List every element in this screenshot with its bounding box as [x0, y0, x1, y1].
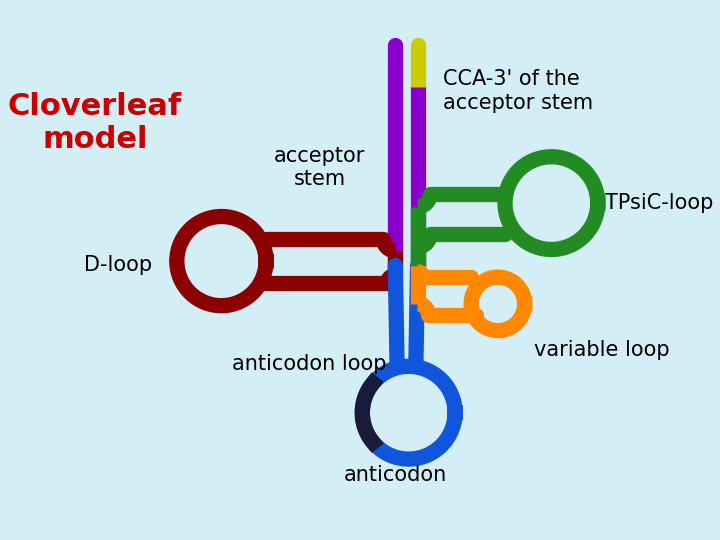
Text: anticodon loop: anticodon loop [232, 354, 386, 374]
Text: acceptor
stem: acceptor stem [274, 146, 365, 189]
Text: Cloverleaf
model: Cloverleaf model [8, 92, 182, 154]
Text: CCA-3' of the
acceptor stem: CCA-3' of the acceptor stem [443, 69, 593, 112]
Text: anticodon: anticodon [343, 465, 447, 485]
Text: D-loop: D-loop [84, 255, 152, 275]
Text: variable loop: variable loop [534, 340, 669, 360]
Text: TPsiC-loop: TPsiC-loop [605, 193, 714, 213]
